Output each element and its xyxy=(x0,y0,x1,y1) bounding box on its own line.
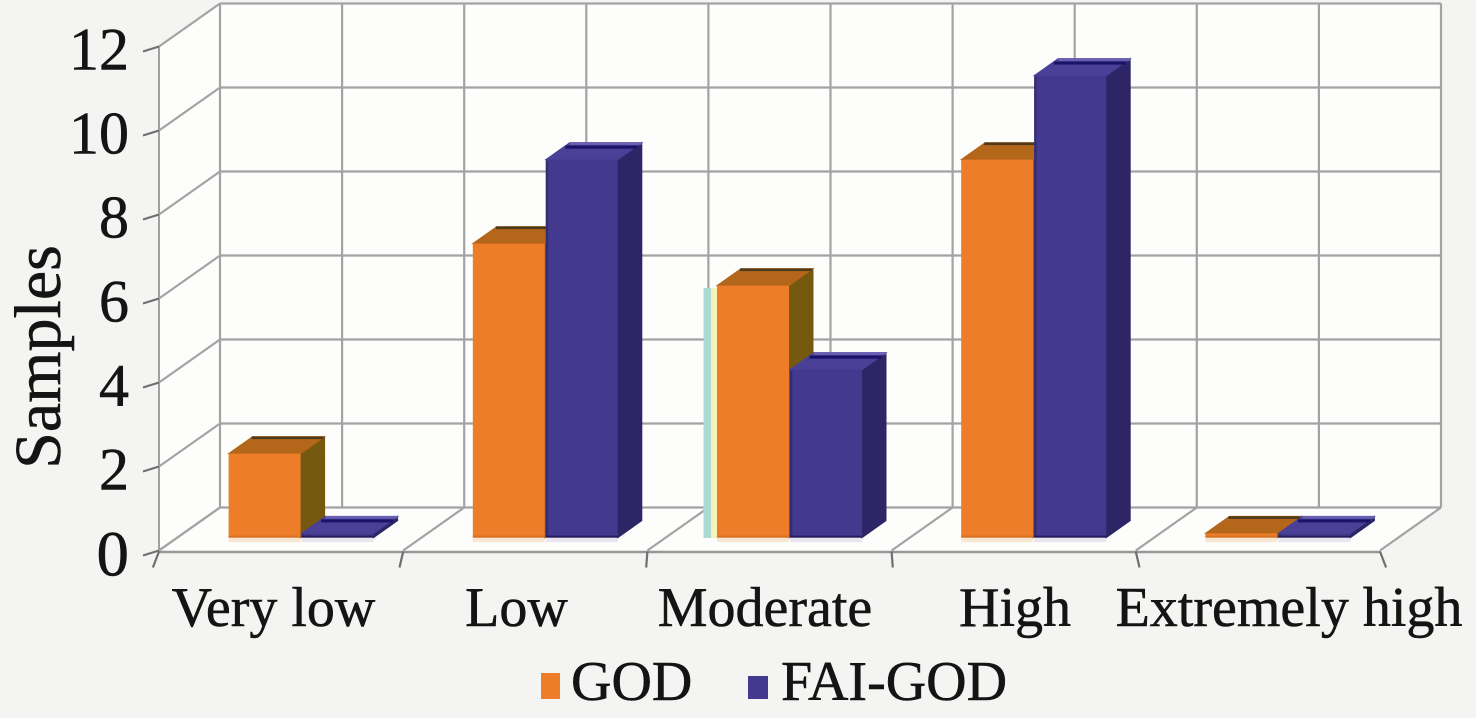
svg-text:12: 12 xyxy=(69,17,129,83)
svg-text:Low: Low xyxy=(465,577,568,639)
svg-text:2: 2 xyxy=(99,437,129,503)
svg-text:FAI-GOD: FAI-GOD xyxy=(781,651,1007,713)
svg-text:High: High xyxy=(959,577,1071,639)
svg-text:10: 10 xyxy=(69,101,129,167)
svg-text:Moderate: Moderate xyxy=(658,577,873,639)
svg-text:4: 4 xyxy=(99,353,129,419)
svg-text:8: 8 xyxy=(99,185,129,251)
svg-text:Very low: Very low xyxy=(172,577,376,639)
svg-text:6: 6 xyxy=(99,269,129,335)
svg-text:GOD: GOD xyxy=(571,651,692,713)
svg-text:Extremely high: Extremely high xyxy=(1116,577,1463,639)
svg-text:0: 0 xyxy=(97,519,130,591)
svg-text:Samples: Samples xyxy=(2,245,75,469)
